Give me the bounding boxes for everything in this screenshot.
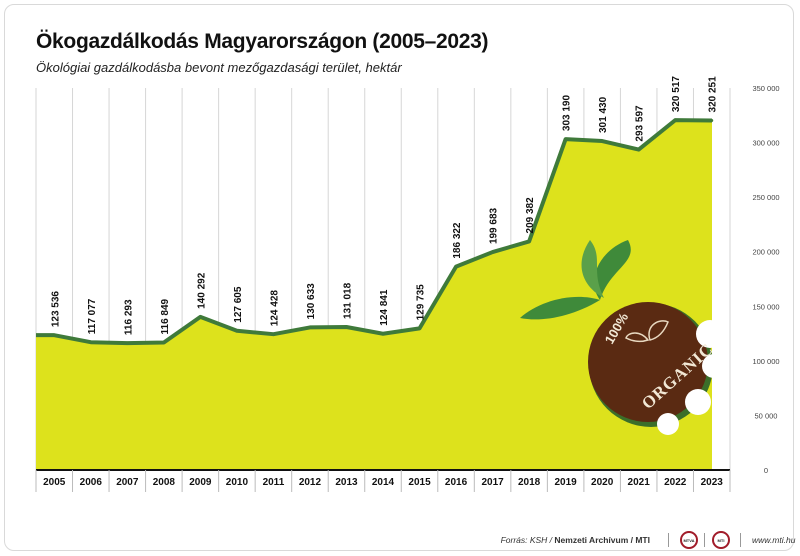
mti-logo-text: MTI <box>717 537 725 543</box>
data-label: 301 430 <box>598 96 609 133</box>
y-tick-label: 50 000 <box>755 411 778 420</box>
x-tick-label: 2016 <box>445 477 468 488</box>
x-tick-label: 2010 <box>226 477 249 488</box>
chart-subtitle: Ökológiai gazdálkodásba bevont mezőgazda… <box>36 60 402 75</box>
mti-logo: MTI <box>712 531 730 549</box>
separator <box>740 533 741 547</box>
x-tick-label: 2009 <box>189 477 212 488</box>
data-label: 130 633 <box>306 283 317 320</box>
site-url: www.mti.hu <box>752 535 796 545</box>
data-label: 116 849 <box>160 298 171 334</box>
separator <box>704 533 705 547</box>
x-tick-label: 2021 <box>628 477 651 488</box>
y-tick-label: 0 <box>764 466 768 475</box>
data-label: 123 536 <box>50 291 61 328</box>
x-tick-label: 2018 <box>518 477 541 488</box>
data-label: 140 292 <box>196 272 207 309</box>
sprout-icon <box>625 332 650 343</box>
x-tick-label: 2017 <box>481 477 504 488</box>
data-label: 303 190 <box>562 95 573 132</box>
x-tick-label: 2011 <box>263 477 285 488</box>
mtva-logo-text: MTVA <box>683 537 695 543</box>
y-tick-label: 100 000 <box>752 357 779 366</box>
area-fill <box>36 120 712 470</box>
y-tick-label: 200 000 <box>752 248 779 257</box>
data-point <box>527 239 531 243</box>
x-tick-label: 2006 <box>80 477 103 488</box>
data-point <box>673 118 677 122</box>
data-label: 124 428 <box>269 290 280 327</box>
y-tick-label: 250 000 <box>752 193 779 202</box>
x-tick-label: 2007 <box>116 477 139 488</box>
data-label: 127 605 <box>233 286 244 323</box>
data-label: 320 517 <box>671 76 682 113</box>
leaf-icon <box>594 240 631 300</box>
data-label: 131 018 <box>342 282 353 319</box>
data-point <box>271 332 275 336</box>
x-tick-label: 2023 <box>701 477 724 488</box>
data-label: 116 293 <box>123 299 134 335</box>
data-label: 124 841 <box>379 289 390 326</box>
leaf-icon <box>520 296 600 320</box>
data-point <box>344 325 348 329</box>
y-tick-label: 300 000 <box>752 139 779 148</box>
x-tick-label: 2005 <box>43 477 66 488</box>
x-tick-label: 2019 <box>555 477 578 488</box>
x-tick-label: 2020 <box>591 477 614 488</box>
y-tick-label: 150 000 <box>752 302 779 311</box>
data-label: 129 735 <box>416 284 427 321</box>
data-point <box>89 340 93 344</box>
data-point <box>418 326 422 330</box>
mtva-logo: MTVA <box>680 531 698 549</box>
data-label: 209 382 <box>525 197 536 234</box>
x-tick-label: 2022 <box>664 477 687 488</box>
bite-mark <box>657 413 679 435</box>
bite-mark <box>702 354 726 378</box>
source-note: Forrás: KSH / Nemzeti Archívum / MTI <box>501 535 650 545</box>
organic-badge: 100%ORGANIC <box>520 240 726 435</box>
data-point <box>52 333 56 337</box>
data-point <box>235 329 239 333</box>
leaf-icon <box>581 240 604 298</box>
source-prefix: Forrás: KSH / <box>500 535 553 545</box>
data-label: 117 077 <box>87 298 98 334</box>
data-label: 320 251 <box>708 76 719 113</box>
bite-mark <box>685 389 711 415</box>
data-label: 199 683 <box>489 207 500 244</box>
x-tick-label: 2015 <box>408 477 431 488</box>
y-tick-label: 350 000 <box>752 84 779 93</box>
x-tick-label: 2012 <box>299 477 322 488</box>
data-point <box>308 325 312 329</box>
data-point <box>600 139 604 143</box>
footer: Forrás: KSH / Nemzeti Archívum / MTI MTV… <box>0 530 800 552</box>
data-point <box>454 265 458 269</box>
x-tick-label: 2013 <box>335 477 358 488</box>
frame <box>4 4 794 551</box>
x-tick-label: 2008 <box>153 477 176 488</box>
chart-title: Ökogazdálkodás Magyarországon (2005–2023… <box>36 30 489 53</box>
data-point <box>564 137 568 141</box>
data-point <box>198 315 202 319</box>
data-point <box>381 332 385 336</box>
x-tick-label: 2014 <box>372 477 395 488</box>
badge-disc <box>588 302 708 422</box>
data-point <box>710 118 714 122</box>
data-label: 293 597 <box>635 105 646 142</box>
source-bold: Nemzeti Archívum / MTI <box>554 535 650 545</box>
data-point <box>491 250 495 254</box>
data-point <box>637 148 641 152</box>
data-label: 186 322 <box>452 222 463 259</box>
separator <box>668 533 669 547</box>
bite-mark <box>696 320 724 348</box>
sprout-icon <box>648 320 669 341</box>
data-point <box>162 340 166 344</box>
data-point <box>125 341 129 345</box>
